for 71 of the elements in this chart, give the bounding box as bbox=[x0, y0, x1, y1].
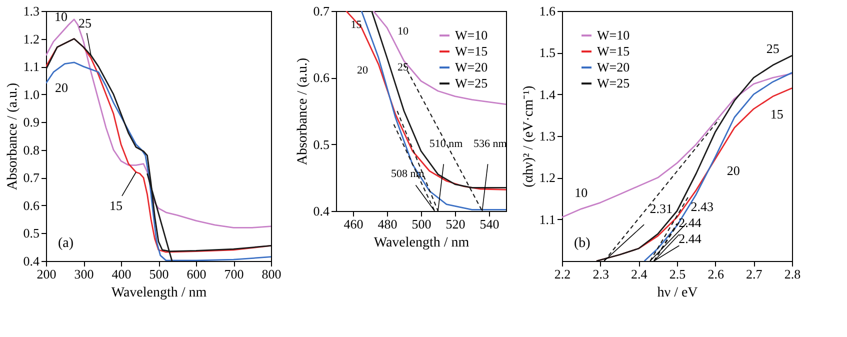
y-tick-label: 0.9 bbox=[23, 114, 40, 130]
x-tick-label: 2.5 bbox=[669, 266, 686, 282]
x-tick-label: 300 bbox=[74, 266, 94, 282]
annotation: (a) bbox=[58, 236, 74, 251]
annotation: 10 bbox=[54, 9, 68, 24]
x-tick-label: 500 bbox=[412, 216, 432, 232]
annotation: 15 bbox=[770, 106, 784, 122]
y-tick-label: 1.6 bbox=[539, 4, 556, 18]
x-axis-title: Wavelength / nm bbox=[111, 286, 207, 300]
y-tick-label: 1.0 bbox=[23, 86, 40, 102]
x-tick-label: 2.4 bbox=[631, 266, 648, 282]
y-tick-label: 1.1 bbox=[23, 59, 40, 74]
y-tick-label: 1.2 bbox=[539, 170, 556, 186]
annotation: 20 bbox=[726, 162, 740, 178]
annotation: 536 nm bbox=[474, 138, 508, 150]
x-tick-label: 800 bbox=[262, 266, 282, 282]
y-tick-label: 0.8 bbox=[23, 142, 40, 158]
y-tick-label: 1.4 bbox=[539, 86, 556, 102]
legend-label: W=15 bbox=[455, 44, 488, 58]
annotation: 25 bbox=[398, 62, 409, 74]
annotation: 2.43 bbox=[690, 199, 714, 214]
x-tick-label: 400 bbox=[112, 266, 132, 282]
y-tick-label: 0.5 bbox=[23, 226, 40, 241]
x-tick-label: 500 bbox=[149, 266, 169, 282]
legend-label: W=20 bbox=[597, 60, 630, 74]
y-tick-label: 1.3 bbox=[539, 128, 556, 144]
y-tick-label: 0.4 bbox=[313, 204, 330, 218]
y-tick-label: 0.7 bbox=[23, 170, 40, 186]
annotation: 2.44 bbox=[678, 231, 702, 246]
x-tick-label: 520 bbox=[446, 216, 466, 232]
annotation: 25 bbox=[78, 15, 92, 30]
x-tick-label: 2.8 bbox=[784, 266, 801, 282]
annotation: 20 bbox=[357, 64, 368, 76]
legend-label: W=25 bbox=[597, 76, 630, 90]
x-tick-label: 2.2 bbox=[554, 266, 571, 282]
y-axis-title: Absorbance / (a.u.) bbox=[295, 58, 310, 166]
y-tick-label: 1.1 bbox=[539, 212, 556, 227]
y-tick-label: 0.7 bbox=[313, 4, 330, 18]
x-tick-label: 540 bbox=[480, 216, 500, 232]
x-tick-label: 460 bbox=[344, 216, 364, 232]
annotation: 20 bbox=[55, 80, 68, 96]
x-axis-title: hν / eV bbox=[657, 286, 698, 300]
annotation: 25 bbox=[766, 41, 780, 56]
x-tick-label: 480 bbox=[378, 216, 398, 232]
legend-label: W=20 bbox=[455, 60, 488, 74]
x-tick-label: 2.7 bbox=[746, 266, 763, 282]
y-tick-label: 0.6 bbox=[313, 70, 330, 86]
y-axis-title: Absorbance / (a.u.) bbox=[5, 82, 20, 190]
x-axis-title: Wavelength / nm bbox=[374, 236, 470, 250]
legend-label: W=10 bbox=[597, 28, 630, 42]
y-tick-label: 1.2 bbox=[23, 31, 40, 46]
annotation: 10 bbox=[398, 26, 409, 38]
annotation: (b) bbox=[574, 236, 591, 251]
x-tick-label: 700 bbox=[224, 266, 244, 282]
y-tick-label: 0.5 bbox=[313, 136, 330, 152]
y-tick-label: 1.5 bbox=[539, 45, 556, 60]
x-tick-label: 2.6 bbox=[708, 266, 724, 282]
y-tick-label: 0.6 bbox=[23, 198, 40, 213]
annotation: 15 bbox=[110, 198, 122, 214]
y-tick-label: 0.4 bbox=[23, 254, 40, 268]
x-tick-label: 600 bbox=[186, 266, 206, 282]
legend-label: W=25 bbox=[455, 76, 488, 90]
legend-label: W=10 bbox=[455, 28, 488, 42]
annotation: 10 bbox=[574, 184, 588, 200]
annotation: 510 nm bbox=[429, 138, 464, 150]
legend-label: W=15 bbox=[597, 44, 630, 58]
y-tick-label: 1.3 bbox=[23, 4, 40, 18]
x-tick-label: 2.3 bbox=[592, 266, 609, 282]
annotation: 2.31 bbox=[650, 201, 673, 216]
y-axis-title: (αhν)² / (eV·cm⁻¹) bbox=[521, 85, 536, 188]
x-tick-label: 200 bbox=[36, 266, 56, 282]
